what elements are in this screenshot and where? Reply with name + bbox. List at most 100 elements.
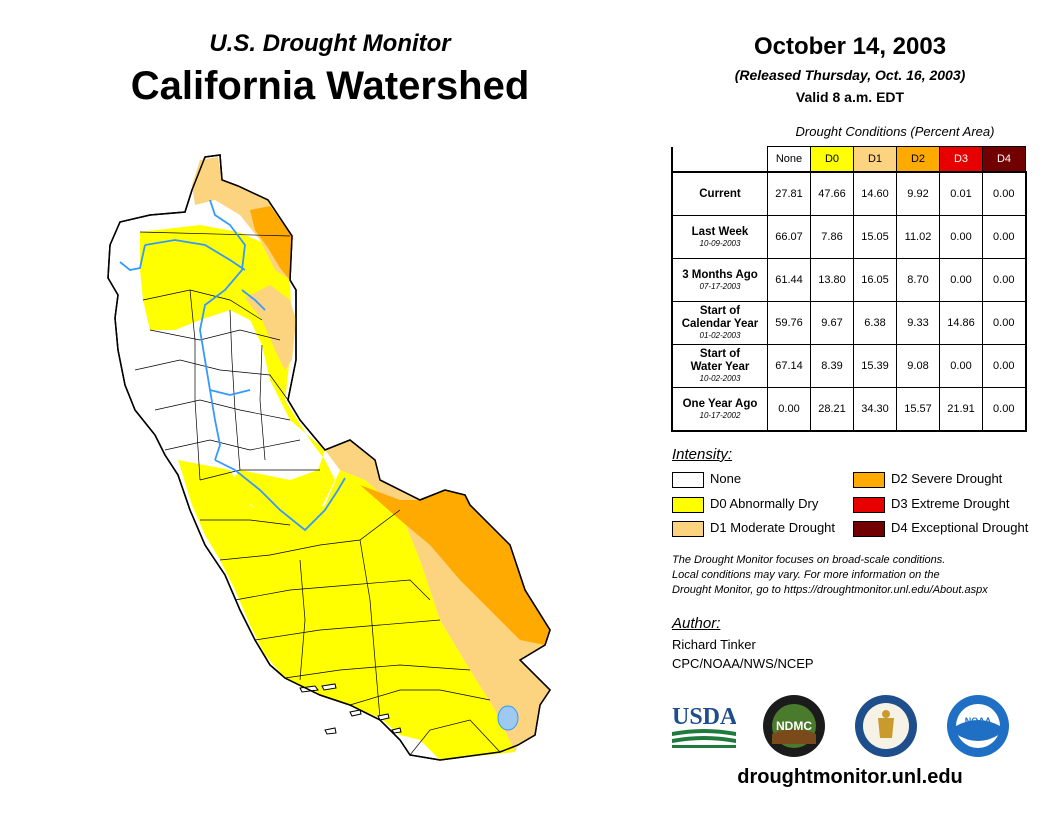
legend-label: D3 Extreme Drought <box>891 496 1010 511</box>
rivers <box>119 199 346 532</box>
cell: 8.70 <box>896 258 940 302</box>
legend-item-d4: D4 Exceptional Drought <box>853 519 1028 537</box>
legend-label: D2 Severe Drought <box>891 471 1003 486</box>
cell: 47.66 <box>810 171 854 216</box>
d2-area <box>360 485 550 645</box>
cell: 9.92 <box>896 171 940 216</box>
d1-area-east <box>245 285 296 370</box>
commerce-seal-logo <box>855 695 917 757</box>
cell: 34.30 <box>853 387 897 432</box>
cell: 0.00 <box>982 301 1027 345</box>
legend-label: None <box>710 471 742 486</box>
col-d0: D0 <box>810 146 854 173</box>
cell: 28.21 <box>810 387 854 432</box>
row-label: Last Week <box>691 225 749 238</box>
col-d1: D1 <box>853 146 897 173</box>
legend-swatch <box>672 471 704 488</box>
cell: 15.57 <box>896 387 940 432</box>
note-line: The Drought Monitor focuses on broad-sca… <box>672 554 946 566</box>
noaa-logo-text: NOAA <box>965 716 992 726</box>
usda-logo-text: USDA <box>672 704 736 730</box>
tributary <box>209 389 251 396</box>
cell: 15.39 <box>853 344 897 388</box>
cell: 0.00 <box>939 344 983 388</box>
cell: 9.67 <box>810 301 854 345</box>
cell: 14.86 <box>939 301 983 345</box>
legend-swatch <box>853 520 885 537</box>
cell: 14.60 <box>853 171 897 216</box>
cell: 27.81 <box>767 171 811 216</box>
col-d2: D2 <box>896 146 940 173</box>
cell: 15.05 <box>853 215 897 259</box>
cell: 61.44 <box>767 258 811 302</box>
cell: 9.33 <box>896 301 940 345</box>
author-org: CPC/NOAA/NWS/NCEP <box>672 656 814 671</box>
california-watershed-map <box>107 154 551 761</box>
legend-swatch <box>672 496 704 513</box>
legend-item-d1: D1 Moderate Drought <box>672 519 835 537</box>
channel-islands <box>299 683 402 735</box>
usda-logo: USDA <box>672 704 736 748</box>
release-date: (Released Thursday, Oct. 16, 2003) <box>734 67 966 83</box>
row-date: 10-17-2002 <box>699 410 741 420</box>
col-none: None <box>767 146 811 173</box>
table-row: Start of Water Year 10-02-2003 67.14 8.39… <box>671 344 1027 388</box>
subbasin-boundaries <box>134 231 501 756</box>
col-d3: D3 <box>939 146 983 173</box>
row-date: 01-02-2003 <box>699 331 741 340</box>
row-label: Current <box>699 187 741 200</box>
legend-swatch <box>672 520 704 537</box>
ndmc-logo: NDMC <box>763 695 825 757</box>
map-subtitle: U.S. Drought Monitor <box>209 30 451 57</box>
table-caption: Drought Conditions (Percent Area) <box>795 124 995 139</box>
noaa-logo: NOAA <box>947 695 1009 757</box>
col-d4: D4 <box>982 146 1026 173</box>
legend-item-d3: D3 Extreme Drought <box>853 495 1010 513</box>
legend-label: D1 Moderate Drought <box>710 520 836 535</box>
cell: 11.02 <box>896 215 940 259</box>
cell: 6.38 <box>853 301 897 345</box>
cell: 0.00 <box>939 258 983 302</box>
table-header-row: None D0 D1 D2 D3 D4 <box>671 146 1026 173</box>
table-row: Start of Calendar Year 01-02-2003 59.76 9… <box>671 301 1027 345</box>
cell: 0.00 <box>767 387 811 432</box>
cell: 0.00 <box>982 344 1027 388</box>
legend-item-d2: D2 Severe Drought <box>853 470 1002 488</box>
cell: 66.07 <box>767 215 811 259</box>
legend-item-d0: D0 Abnormally Dry <box>672 495 818 513</box>
legend-swatch <box>853 471 885 488</box>
row-date: 10-09-2003 <box>699 238 741 248</box>
cell: 9.08 <box>896 344 940 388</box>
map-title: California Watershed <box>130 64 530 108</box>
disclaimer-note: The Drought Monitor focuses on broad-sca… <box>672 553 1044 598</box>
cell: 13.80 <box>810 258 854 302</box>
table-row: 3 Months Ago 07-17-2003 61.44 13.80 16.05… <box>671 258 1027 302</box>
cell: 59.76 <box>767 301 811 345</box>
pit-river <box>144 239 246 271</box>
cell: 8.39 <box>810 344 854 388</box>
legend-label: D0 Abnormally Dry <box>710 496 819 511</box>
row-label: Start of Calendar Year <box>681 305 759 330</box>
cell: 7.86 <box>810 215 854 259</box>
feather-river <box>241 289 266 311</box>
d2-area-north <box>250 206 292 280</box>
legend-label: D4 Exceptional Drought <box>891 520 1029 535</box>
cell: 0.00 <box>939 215 983 259</box>
note-line: Local conditions may vary. For more info… <box>672 569 940 581</box>
row-label: Start of Water Year <box>690 348 750 373</box>
valid-time: Valid 8 a.m. EDT <box>795 89 905 105</box>
legend-title: Intensity: <box>672 446 733 463</box>
cell: 0.00 <box>982 387 1027 432</box>
san-joaquin-river <box>214 459 346 532</box>
cell: 67.14 <box>767 344 811 388</box>
row-label: One Year Ago <box>682 397 758 410</box>
cell: 0.01 <box>939 171 983 216</box>
cell: 21.91 <box>939 387 983 432</box>
map-date: October 14, 2003 <box>753 33 947 60</box>
cell: 0.00 <box>982 258 1027 302</box>
table-row: One Year Ago 10-17-2002 0.00 28.21 34.30 … <box>671 387 1027 432</box>
drought-conditions-table: None D0 D1 D2 D3 D4 Current 27.81 47.66 … <box>671 146 1027 432</box>
author-name: Richard Tinker <box>672 637 756 652</box>
table-row: Current 27.81 47.66 14.60 9.92 0.01 0.00 <box>671 171 1027 216</box>
note-line: Drought Monitor, go to https://droughtmo… <box>672 584 988 596</box>
